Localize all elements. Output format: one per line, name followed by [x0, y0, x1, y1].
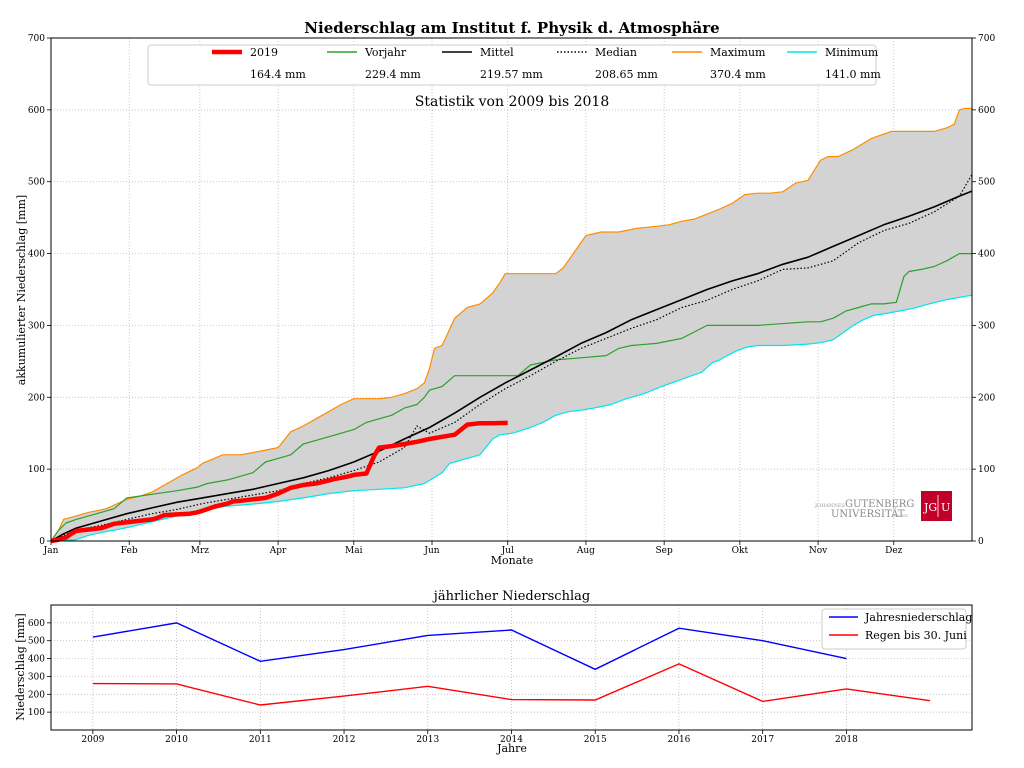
main-y-axis-label: akkumulierter Niederschlag [mm]: [15, 195, 28, 385]
x-tick-label-feb: Feb: [121, 546, 138, 556]
annual-y-tick-label: 400: [28, 655, 45, 665]
y-tick-label-right: 400: [978, 250, 995, 260]
legend-label-median: Median: [595, 46, 637, 59]
logo-text-line1: GUTENBERG: [845, 499, 914, 510]
annual-y-tick-label: 500: [28, 637, 45, 647]
annual-legend-label: Regen bis 30. Juni: [865, 629, 967, 642]
series-line-median: [50, 174, 973, 542]
y-tick-label: 200: [28, 393, 45, 403]
logo-text-small: JOHANNES: [814, 503, 845, 509]
annual-chart: jährlicher Niederschlag 100 200 300 400 500 6…: [14, 589, 973, 755]
annual-series: [92, 622, 931, 706]
y-tick-label: 600: [28, 106, 45, 116]
series-line-mittel: [50, 190, 973, 542]
annual-x-tick-label: 2015: [584, 735, 607, 745]
logo-text-line2: UNIVERSITÄT: [831, 508, 905, 520]
annual-legend-box: [821, 608, 967, 650]
series-line-vorjahr: [50, 253, 972, 542]
annual-y-tick-label: 200: [28, 690, 45, 700]
y-tick-label-right: 0: [978, 537, 984, 547]
annual-x-tick-label: 2010: [165, 735, 188, 745]
main-legend: 2019 164.4 mm Vorjahr 229.4 mm Mittel 219.57 …: [147, 44, 881, 86]
main-y-axis-right: 0 100 200 300 400 500 600 700: [972, 34, 995, 547]
annual-legend-label: Jahresniederschlag: [864, 611, 972, 624]
series-line-2019: [50, 420, 508, 544]
y-tick-label: 500: [28, 178, 45, 188]
annual-x-tick-label: 2009: [81, 735, 104, 745]
legend-value-2019: 164.4 mm: [250, 68, 306, 81]
y-tick-label: 400: [28, 250, 45, 260]
x-tick-label-mai: Mai: [345, 546, 363, 556]
annual-y-tick-label: 600: [28, 619, 45, 629]
legend-box: [147, 44, 877, 86]
main-chart-title: Niederschlag am Institut f. Physik d. At…: [304, 19, 719, 37]
annual-x-axis: 2009 2010 2011 2012 2013 2014 2015 2016 2017 2018: [81, 730, 858, 745]
legend-value-median: 208.65 mm: [595, 68, 658, 81]
university-logo: JOHANNES GUTENBERG UNIVERSITÄT MAINZ JG …: [814, 491, 952, 521]
annual-x-axis-label: Jahre: [496, 742, 527, 755]
y-tick-label-right: 200: [978, 393, 995, 403]
logo-badge-right: U: [941, 501, 950, 514]
main-chart: Niederschlag am Institut f. Physik d. At…: [15, 19, 995, 567]
logo-badge-left: JG: [923, 501, 937, 514]
legend-label-2019: 2019: [250, 46, 278, 59]
x-tick-label-sep: Sep: [656, 546, 673, 556]
x-tick-label-mrz: Mrz: [191, 546, 210, 556]
annual-x-tick-label: 2011: [249, 735, 272, 745]
legend-value-mittel: 219.57 mm: [480, 68, 543, 81]
annual-series-line: [92, 663, 931, 706]
main-chart-subtitle: Statistik von 2009 bis 2018: [415, 94, 609, 110]
logo-badge: [921, 491, 952, 521]
x-tick-label-jun: Jun: [423, 546, 439, 556]
annual-x-tick-label: 2017: [751, 735, 774, 745]
x-tick-label-apr: Apr: [269, 546, 287, 556]
annual-y-tick-label: 100: [28, 708, 45, 718]
main-plot-frame: [50, 37, 973, 542]
y-tick-label-right: 600: [978, 106, 995, 116]
main-y-axis-left: 0 100 200 300 400 500 600 700: [28, 34, 51, 547]
legend-value-vorjahr: 229.4 mm: [365, 68, 421, 81]
main-x-axis-label: Monate: [491, 554, 533, 567]
x-tick-label-jan: Jan: [43, 546, 59, 556]
y-tick-label-right: 500: [978, 178, 995, 188]
main-series: [50, 107, 973, 544]
x-tick-label-jul: Jul: [501, 546, 514, 556]
legend-label-minimum: Minimum: [825, 46, 879, 59]
x-tick-label-nov: Nov: [809, 546, 828, 556]
annual-chart-title: jährlicher Niederschlag: [432, 589, 590, 604]
y-tick-label: 700: [28, 34, 45, 44]
min-max-band-fill: [51, 108, 972, 542]
annual-y-tick-label: 300: [28, 672, 45, 682]
min-max-band: [51, 108, 972, 542]
x-tick-label-aug: Aug: [576, 546, 595, 556]
legend-label-maximum: Maximum: [710, 46, 766, 59]
legend-label-vorjahr: Vorjahr: [364, 46, 407, 59]
annual-grid: [51, 605, 972, 730]
y-tick-label-right: 700: [978, 34, 995, 44]
legend-value-minimum: 141.0 mm: [825, 68, 881, 81]
annual-x-tick-label: 2014: [500, 735, 523, 745]
y-tick-label-right: 300: [978, 321, 995, 331]
y-tick-label: 100: [28, 465, 45, 475]
legend-label-mittel: Mittel: [480, 46, 514, 59]
legend-value-maximum: 370.4 mm: [710, 68, 766, 81]
x-tick-label-okt: Okt: [732, 546, 749, 556]
y-tick-label: 0: [39, 537, 45, 547]
main-x-axis: Jan Feb Mrz Apr Mai Jun Jul Aug Sep Okt Nov Dez: [43, 541, 903, 556]
x-tick-label-dez: Dez: [885, 546, 903, 556]
series-line-maximum: [50, 107, 972, 542]
y-tick-label: 300: [28, 321, 45, 331]
annual-series-line: [92, 622, 847, 671]
annual-legend: Jahresniederschlag Regen bis 30. Juni: [821, 608, 972, 650]
annual-x-tick-label: 2018: [835, 735, 858, 745]
annual-x-tick-label: 2012: [333, 735, 356, 745]
annual-y-axis-label: Niederschlag [mm]: [14, 613, 27, 720]
logo-text-city: MAINZ: [893, 513, 908, 518]
annual-x-tick-label: 2016: [668, 735, 691, 745]
annual-x-tick-label: 2013: [416, 735, 439, 745]
y-tick-label-right: 100: [978, 465, 995, 475]
annual-y-axis: 100 200 300 400 500 600: [28, 619, 51, 718]
